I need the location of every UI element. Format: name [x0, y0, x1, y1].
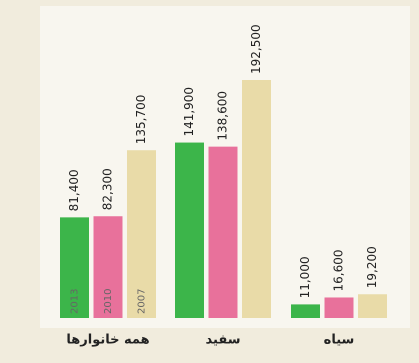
- bar: [242, 80, 271, 318]
- bar: [127, 150, 156, 318]
- series-label: 2010: [103, 289, 114, 314]
- value-label: 138,600: [216, 91, 230, 141]
- value-label: 11,000: [298, 256, 312, 298]
- bar: [93, 216, 123, 318]
- series-label: 2013: [70, 289, 81, 314]
- series-label: 2007: [137, 289, 148, 314]
- bar: [358, 294, 387, 318]
- value-label: 141,900: [182, 87, 196, 137]
- x-tick-label: سفید: [206, 333, 241, 348]
- value-label: 16,600: [332, 249, 346, 291]
- bar: [291, 304, 320, 318]
- value-label: 19,200: [365, 246, 379, 288]
- x-tick-label: سیاه: [324, 333, 355, 348]
- bar: [324, 297, 354, 318]
- x-tick-label: همه خانوارها: [66, 333, 149, 348]
- value-label: 135,700: [134, 95, 148, 145]
- value-label: 192,500: [249, 24, 263, 74]
- bar: [175, 142, 204, 318]
- bar: [60, 217, 89, 318]
- bar: [208, 146, 238, 318]
- value-label: 82,300: [101, 168, 115, 210]
- value-label: 81,400: [67, 169, 81, 211]
